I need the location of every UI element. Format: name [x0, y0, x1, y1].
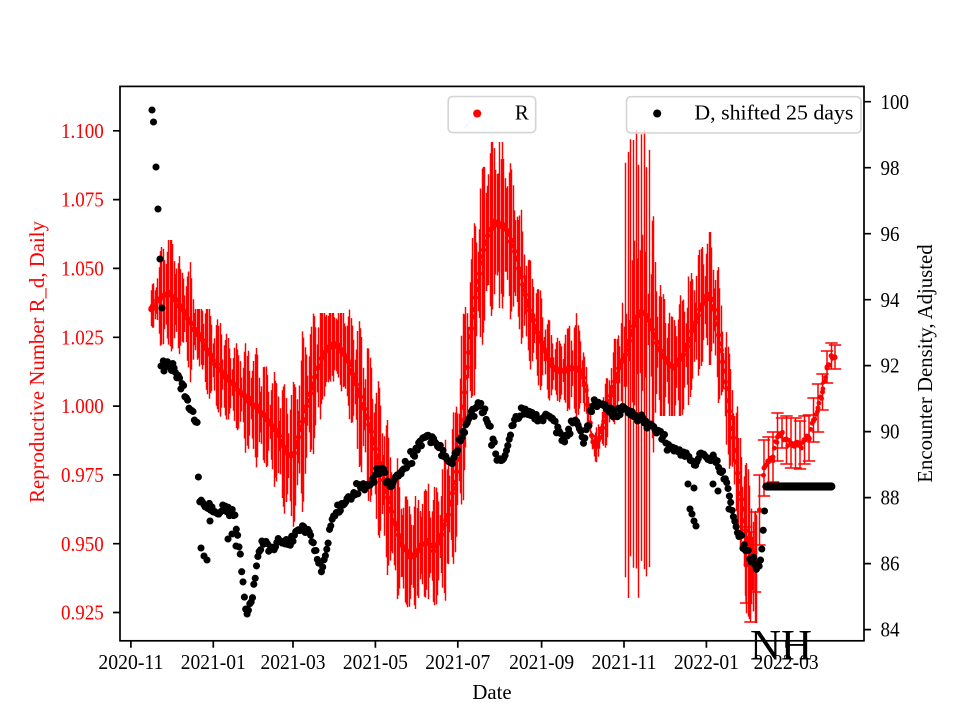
svg-text:84: 84 — [881, 619, 901, 642]
svg-text:Date: Date — [472, 681, 511, 704]
svg-text:2021-01: 2021-01 — [181, 651, 246, 674]
svg-text:96: 96 — [881, 223, 900, 246]
svg-text:Reproductive Number R_d, Daily: Reproductive Number R_d, Daily — [26, 220, 49, 502]
svg-text:2022-01: 2022-01 — [674, 651, 739, 674]
svg-text:D, shifted 25 days: D, shifted 25 days — [694, 102, 853, 125]
svg-text:Encounter Density, Adjusted: Encounter Density, Adjusted — [914, 244, 937, 483]
svg-text:2021-07: 2021-07 — [425, 651, 490, 674]
svg-text:1.100: 1.100 — [61, 120, 104, 143]
svg-text:2022-03: 2022-03 — [754, 651, 819, 674]
svg-text:1.050: 1.050 — [61, 258, 104, 281]
svg-text:94: 94 — [881, 289, 901, 312]
svg-text:98: 98 — [881, 157, 900, 180]
svg-text:2021-05: 2021-05 — [343, 651, 408, 674]
svg-text:86: 86 — [881, 553, 900, 576]
svg-text:92: 92 — [881, 355, 900, 378]
svg-text:100: 100 — [881, 91, 910, 114]
svg-text:2021-11: 2021-11 — [592, 651, 657, 674]
svg-text:2021-03: 2021-03 — [261, 651, 326, 674]
svg-text:90: 90 — [881, 421, 900, 444]
svg-text:0.950: 0.950 — [61, 533, 104, 556]
svg-text:2021-09: 2021-09 — [509, 651, 574, 674]
svg-text:NH: NH — [750, 623, 812, 670]
svg-text:1.025: 1.025 — [61, 326, 104, 349]
svg-text:1.000: 1.000 — [61, 395, 104, 418]
svg-text:88: 88 — [881, 487, 900, 510]
svg-text:0.975: 0.975 — [61, 464, 104, 487]
svg-text:0.925: 0.925 — [61, 602, 104, 625]
svg-text:2020-11: 2020-11 — [98, 651, 163, 674]
svg-text:R: R — [515, 102, 529, 125]
svg-text:1.075: 1.075 — [61, 189, 104, 212]
